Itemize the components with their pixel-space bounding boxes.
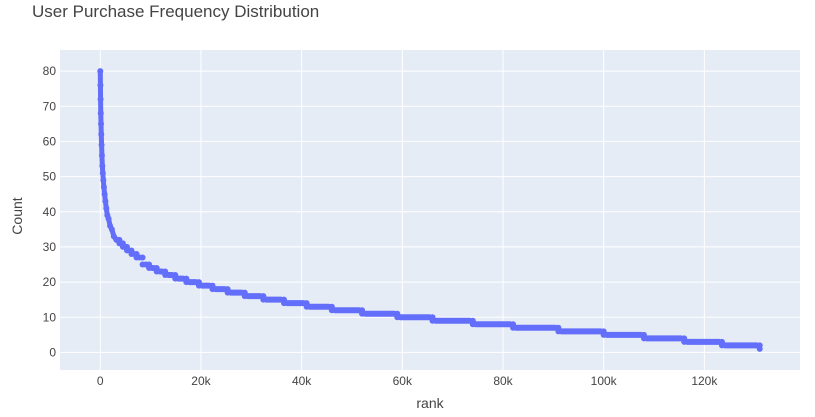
data-point-run — [331, 307, 363, 314]
y-tick-label: 80 — [43, 64, 57, 78]
data-point-run — [472, 321, 514, 328]
data-point-run — [643, 335, 685, 342]
y-tick-label: 60 — [43, 134, 57, 148]
chart-title: User Purchase Frequency Distribution — [32, 2, 319, 21]
data-point-run — [432, 317, 473, 324]
x-tick-label: 60k — [393, 374, 413, 388]
data-point-run — [244, 293, 264, 300]
data-point-run — [603, 331, 644, 338]
data-point-run — [227, 289, 245, 296]
data-point-run — [558, 328, 604, 335]
data-point-run — [721, 342, 760, 349]
y-tick-label: 40 — [43, 205, 57, 219]
marker-layer — [97, 68, 763, 352]
y-tick-label: 0 — [49, 345, 56, 359]
data-point-run — [175, 275, 187, 282]
x-axis-title: rank — [416, 395, 444, 411]
y-tick-label: 10 — [43, 310, 57, 324]
x-tick-label: 100k — [591, 374, 618, 388]
data-point-run — [306, 303, 332, 310]
x-tick-label: 120k — [691, 374, 718, 388]
grid-layer — [60, 50, 800, 370]
y-tick-layer: 0 10 20 30 40 50 60 70 80 — [43, 64, 57, 359]
y-tick-label: 30 — [43, 240, 57, 254]
data-point-run — [397, 314, 433, 321]
data-point-run — [263, 296, 285, 303]
x-tick-label: 80k — [493, 374, 513, 388]
y-tick-label: 70 — [43, 99, 57, 113]
data-point-run — [212, 286, 228, 293]
data-point — [756, 345, 763, 352]
x-tick-label: 20k — [191, 374, 211, 388]
data-point-run — [362, 310, 398, 317]
data-point-run — [186, 279, 199, 286]
x-tick-label: 40k — [292, 374, 312, 388]
y-tick-label: 20 — [43, 275, 57, 289]
data-point-run — [684, 338, 722, 345]
data-point-run — [198, 282, 213, 289]
x-tick-label: 0 — [97, 374, 104, 388]
y-tick-label: 50 — [43, 170, 57, 184]
x-tick-layer: 0 20k 40k 60k 80k 100k 120k — [97, 374, 718, 388]
y-axis-title: Count — [9, 197, 25, 234]
data-point — [139, 254, 146, 261]
data-point-run — [284, 300, 307, 307]
data-point-run — [513, 324, 559, 331]
